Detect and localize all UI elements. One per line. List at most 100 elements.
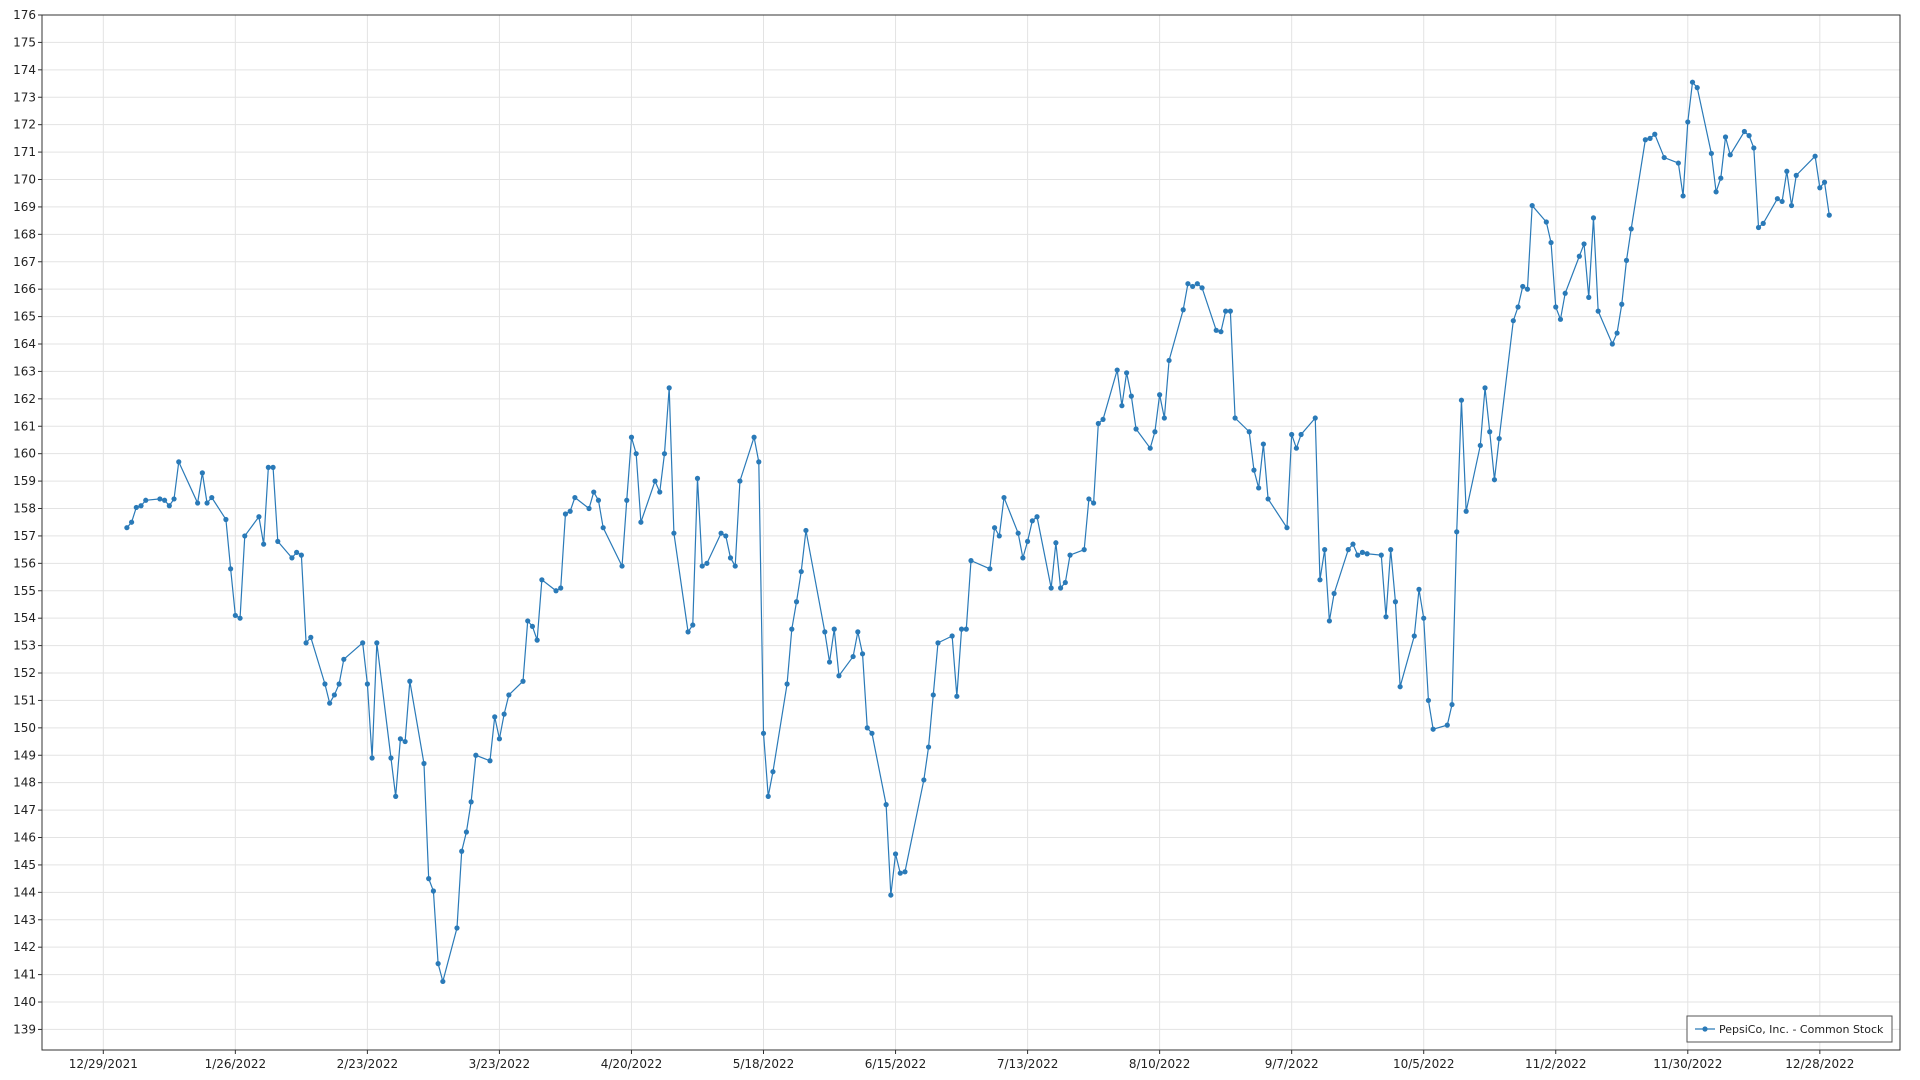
data-point (1812, 153, 1818, 159)
data-point (1548, 239, 1554, 246)
y-tick-label: 164 (13, 337, 36, 351)
data-point (869, 730, 875, 736)
data-point (1774, 196, 1780, 202)
data-point (1741, 128, 1747, 135)
data-point (1590, 215, 1597, 221)
data-point (331, 692, 337, 698)
data-point (1576, 253, 1582, 259)
data-point (199, 470, 205, 476)
data-point (1487, 429, 1493, 435)
data-point (751, 434, 757, 440)
data-point (1350, 541, 1356, 547)
data-point (1628, 226, 1634, 232)
data-point (718, 530, 724, 536)
data-point (661, 451, 668, 457)
data-point (1388, 547, 1394, 553)
data-point (1128, 393, 1134, 399)
data-point (1793, 172, 1799, 178)
data-point (1161, 415, 1167, 421)
data-point (1609, 341, 1615, 347)
data-point (1821, 179, 1828, 185)
data-point (1048, 585, 1054, 591)
data-point (1477, 442, 1483, 449)
data-point (1515, 304, 1521, 310)
data-point (1364, 551, 1370, 557)
data-point (600, 525, 606, 531)
data-point (1652, 131, 1658, 137)
data-point (685, 629, 691, 635)
data-point (1581, 241, 1587, 247)
x-tick-label: 8/10/2022 (1129, 1057, 1191, 1071)
y-tick-label: 148 (13, 776, 36, 790)
data-point (261, 541, 267, 547)
x-tick-label: 12/28/2022 (1785, 1057, 1854, 1071)
data-point (1543, 219, 1549, 225)
data-point (1510, 318, 1516, 324)
data-point (1053, 540, 1059, 546)
data-point (133, 504, 139, 511)
data-point (529, 623, 536, 630)
data-point (162, 497, 168, 503)
data-point (237, 615, 243, 621)
data-point (1166, 357, 1172, 364)
data-point (232, 612, 238, 619)
data-point (294, 549, 300, 555)
data-point (195, 500, 201, 506)
data-point (1029, 518, 1035, 524)
data-point (1180, 307, 1186, 313)
data-point (1421, 615, 1427, 621)
y-tick-label: 149 (13, 748, 36, 762)
data-point (1595, 308, 1601, 314)
data-point (1298, 431, 1304, 438)
x-tick-label: 10/5/2022 (1393, 1057, 1455, 1071)
x-tick-label: 9/7/2022 (1265, 1057, 1319, 1071)
data-point (1817, 185, 1823, 191)
data-point (822, 629, 828, 635)
data-point (397, 736, 403, 742)
y-tick-label: 175 (13, 35, 36, 49)
data-point (572, 494, 578, 501)
data-point (506, 692, 512, 698)
y-tick-label: 166 (13, 282, 36, 296)
data-point (963, 626, 969, 632)
data-point (930, 692, 936, 698)
data-point (1708, 150, 1714, 157)
data-point (1114, 367, 1120, 373)
data-point (892, 851, 899, 857)
data-point (1020, 555, 1026, 561)
data-point (496, 736, 503, 742)
y-tick-label: 157 (13, 529, 36, 543)
data-point (1614, 330, 1620, 336)
data-point (949, 633, 955, 639)
data-point (1642, 137, 1648, 143)
data-point (935, 640, 941, 646)
data-point (1491, 477, 1498, 483)
data-point (770, 769, 776, 775)
y-tick-label: 141 (13, 968, 36, 982)
data-point (124, 525, 130, 531)
data-point (1001, 494, 1007, 501)
data-point (864, 725, 870, 731)
data-point (1661, 154, 1667, 161)
data-point (166, 503, 172, 509)
data-point (859, 651, 866, 657)
x-tick-label: 4/20/2022 (601, 1057, 663, 1071)
data-point (1317, 577, 1323, 583)
data-point (360, 640, 366, 646)
data-point (1553, 304, 1559, 310)
data-point (1784, 168, 1790, 174)
data-point (468, 799, 474, 805)
data-point (1152, 429, 1158, 435)
y-tick-label: 145 (13, 858, 36, 872)
data-point (1293, 445, 1299, 451)
data-point (204, 500, 210, 506)
data-point (1496, 435, 1502, 442)
data-point (1124, 370, 1130, 376)
data-point (459, 848, 465, 854)
data-point (1685, 119, 1691, 125)
data-point (1194, 281, 1200, 287)
data-point (831, 626, 837, 632)
plot-area (42, 15, 1900, 1050)
